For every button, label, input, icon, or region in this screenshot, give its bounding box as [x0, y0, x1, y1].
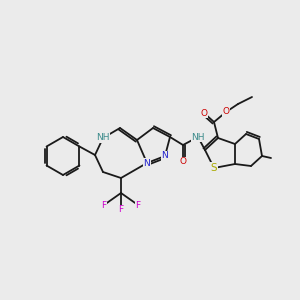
Text: O: O — [200, 109, 208, 118]
Text: N: N — [162, 152, 168, 160]
Text: O: O — [179, 158, 187, 166]
Text: F: F — [101, 200, 106, 209]
Text: F: F — [135, 200, 141, 209]
Text: NH: NH — [96, 134, 110, 142]
Text: S: S — [211, 163, 217, 173]
Text: F: F — [118, 206, 124, 214]
Text: NH: NH — [191, 133, 205, 142]
Text: N: N — [144, 158, 150, 167]
Text: O: O — [223, 107, 230, 116]
